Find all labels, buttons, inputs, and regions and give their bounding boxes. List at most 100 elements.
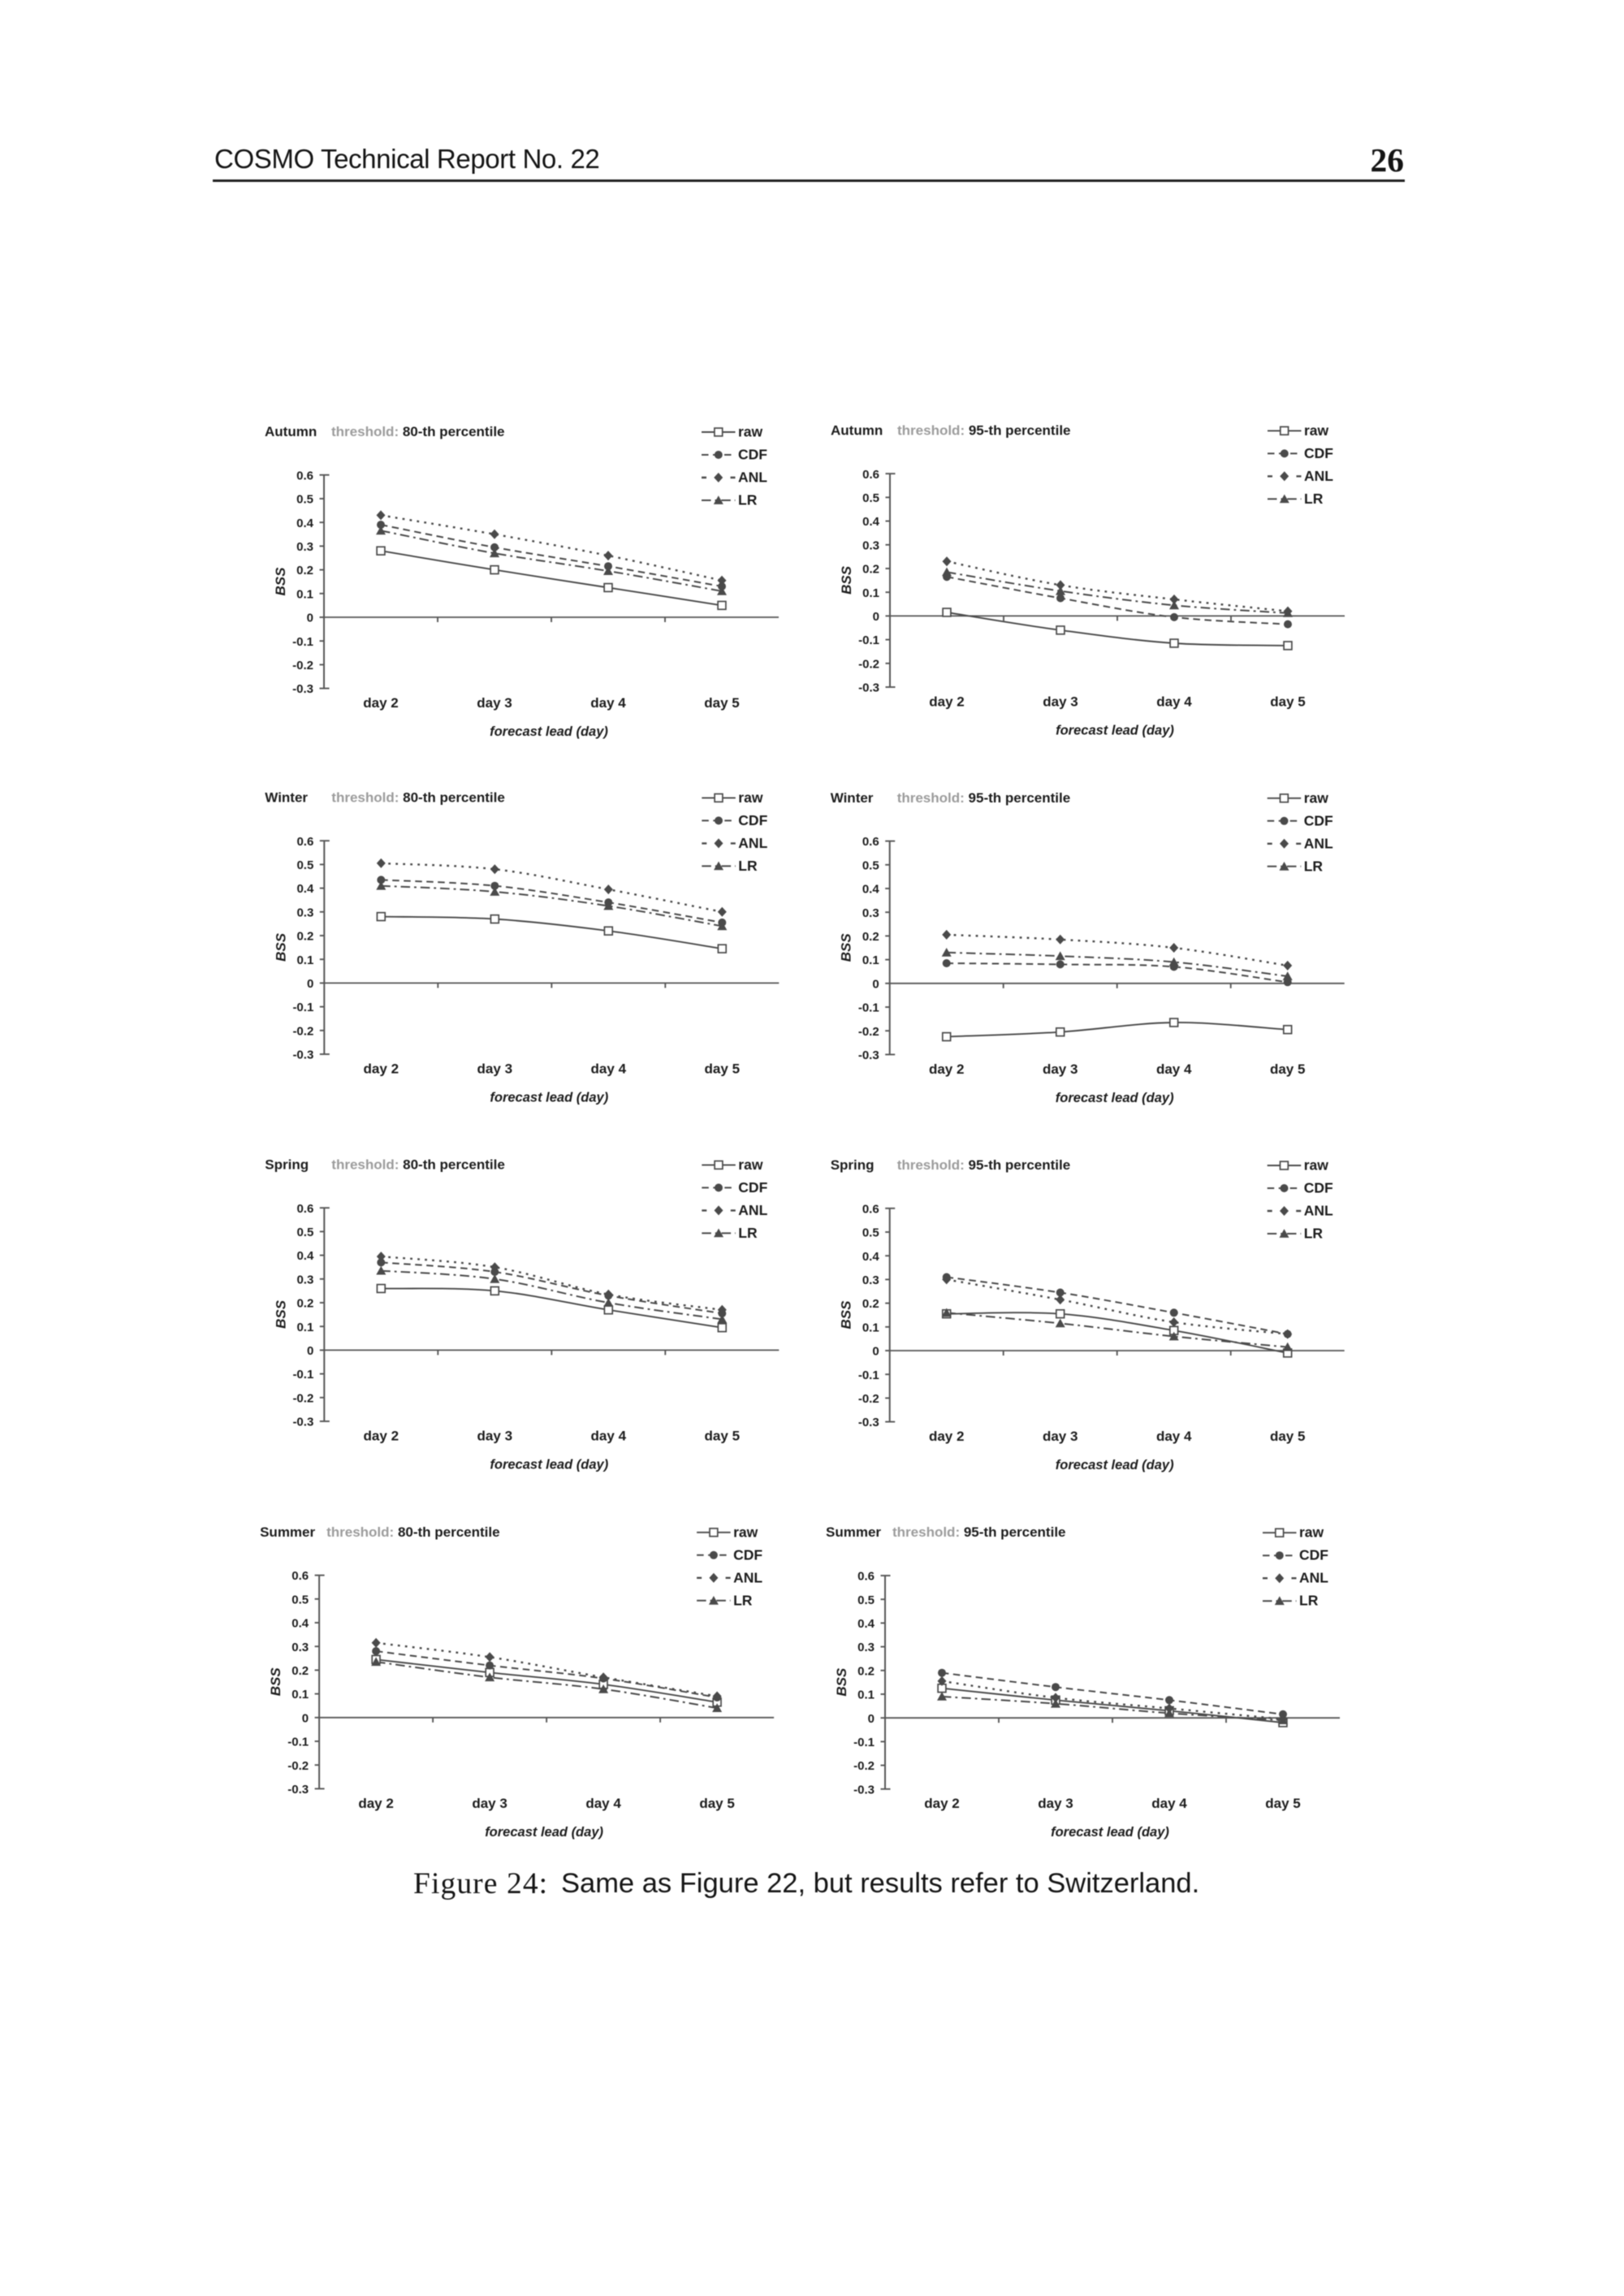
svg-text:0.2: 0.2 [862, 1297, 879, 1311]
svg-text:Spring: Spring [265, 1157, 309, 1172]
svg-text:0.2: 0.2 [296, 564, 313, 577]
svg-text:ANL: ANL [738, 835, 767, 851]
svg-text:0: 0 [873, 610, 879, 624]
svg-text:-0.3: -0.3 [292, 682, 313, 696]
svg-text:LR: LR [733, 1592, 753, 1608]
svg-text:LR: LR [1304, 491, 1324, 507]
svg-text:BSS: BSS [268, 1667, 283, 1697]
svg-text:LR: LR [738, 492, 758, 508]
svg-text:day 3: day 3 [477, 1428, 512, 1443]
svg-text:day 2: day 2 [358, 1796, 393, 1811]
svg-text:day 2: day 2 [363, 695, 398, 711]
svg-text:0.3: 0.3 [862, 538, 879, 552]
svg-text:day 4: day 4 [1156, 694, 1192, 709]
svg-text:0.6: 0.6 [296, 469, 313, 482]
svg-text:0.3: 0.3 [296, 1273, 313, 1286]
svg-text:0.6: 0.6 [862, 468, 879, 482]
svg-text:0: 0 [307, 1344, 313, 1358]
svg-text:-0.1: -0.1 [858, 1001, 879, 1015]
svg-text:-0.1: -0.1 [853, 1736, 875, 1749]
svg-text:day 4: day 4 [591, 1428, 627, 1443]
svg-text:-0.1: -0.1 [858, 1369, 879, 1382]
svg-text:LR: LR [1299, 1593, 1319, 1609]
svg-text:ANL: ANL [1304, 835, 1333, 851]
svg-text:threshold: 80-th percentile: threshold: 80-th percentile [331, 1157, 505, 1172]
svg-text:ANL: ANL [738, 469, 767, 486]
svg-text:BSS: BSS [273, 567, 288, 596]
svg-text:0.6: 0.6 [296, 835, 313, 849]
svg-text:-0.2: -0.2 [853, 1759, 875, 1773]
svg-text:day 3: day 3 [477, 695, 512, 711]
svg-text:threshold: 95-th percentile: threshold: 95-th percentile [897, 1157, 1071, 1173]
svg-text:ANL: ANL [733, 1569, 762, 1585]
svg-text:0.4: 0.4 [862, 515, 880, 529]
svg-text:Autumn: Autumn [265, 424, 317, 439]
svg-text:0.6: 0.6 [857, 1570, 875, 1584]
svg-text:0.2: 0.2 [292, 1664, 309, 1678]
svg-text:-0.2: -0.2 [858, 1392, 879, 1406]
svg-text:-0.1: -0.1 [858, 633, 879, 647]
svg-text:day 3: day 3 [472, 1796, 507, 1811]
svg-text:0.5: 0.5 [292, 1593, 309, 1606]
svg-text:0.4: 0.4 [292, 1617, 309, 1631]
svg-text:day 2: day 2 [929, 694, 964, 709]
svg-text:day 5: day 5 [699, 1796, 734, 1811]
svg-text:0.6: 0.6 [292, 1569, 309, 1583]
svg-text:0.6: 0.6 [862, 835, 879, 849]
svg-text:0.1: 0.1 [857, 1688, 875, 1702]
svg-text:0: 0 [872, 1345, 879, 1359]
svg-text:day 5: day 5 [705, 1061, 740, 1076]
svg-text:ANL: ANL [1304, 1203, 1333, 1219]
svg-text:0: 0 [307, 977, 313, 991]
svg-text:0.2: 0.2 [296, 1297, 313, 1311]
svg-text:0.2: 0.2 [862, 930, 879, 944]
svg-text:day 5: day 5 [1270, 694, 1305, 709]
svg-text:raw: raw [1304, 1157, 1329, 1174]
svg-text:0.3: 0.3 [862, 906, 879, 920]
svg-text:forecast lead (day): forecast lead (day) [1056, 723, 1174, 737]
svg-text:threshold: 80-th percentile: threshold: 80-th percentile [326, 1524, 499, 1540]
svg-text:0.5: 0.5 [862, 1226, 879, 1240]
svg-text:day 3: day 3 [1043, 694, 1078, 709]
svg-text:raw: raw [738, 1157, 763, 1173]
svg-text:forecast lead (day): forecast lead (day) [490, 1457, 608, 1472]
svg-text:0.5: 0.5 [862, 858, 879, 872]
svg-text:day 5: day 5 [1265, 1796, 1300, 1811]
svg-text:-0.1: -0.1 [287, 1736, 309, 1749]
svg-text:LR: LR [1304, 1226, 1324, 1242]
svg-text:0.6: 0.6 [862, 1202, 879, 1216]
svg-text:day 2: day 2 [929, 1429, 964, 1444]
svg-text:ANL: ANL [1299, 1570, 1328, 1586]
svg-text:Winter: Winter [831, 790, 874, 806]
svg-text:-0.3: -0.3 [292, 1416, 313, 1429]
svg-text:0.4: 0.4 [857, 1617, 875, 1631]
svg-text:-0.2: -0.2 [292, 1024, 313, 1038]
svg-text:raw: raw [1304, 789, 1329, 806]
svg-text:BSS: BSS [839, 565, 854, 595]
svg-text:BSS: BSS [273, 1299, 288, 1329]
svg-text:day 4: day 4 [1151, 1796, 1187, 1811]
svg-text:raw: raw [738, 789, 763, 806]
svg-text:-0.2: -0.2 [858, 1025, 879, 1039]
svg-text:day 3: day 3 [1043, 1429, 1078, 1444]
svg-text:raw: raw [738, 424, 763, 440]
svg-text:LR: LR [1304, 858, 1324, 874]
svg-text:day 4: day 4 [590, 695, 626, 711]
svg-text:-0.1: -0.1 [292, 1001, 313, 1014]
svg-text:CDF: CDF [1304, 1180, 1333, 1196]
svg-text:ANL: ANL [1304, 468, 1333, 484]
svg-text:day 4: day 4 [591, 1061, 627, 1076]
svg-text:0: 0 [868, 1712, 875, 1726]
svg-text:-0.2: -0.2 [292, 1391, 313, 1405]
svg-text:-0.3: -0.3 [287, 1783, 309, 1797]
svg-text:-0.3: -0.3 [858, 681, 879, 695]
svg-text:day 4: day 4 [585, 1796, 621, 1811]
svg-text:Autumn: Autumn [831, 422, 883, 438]
svg-text:threshold: 80-th percentile: threshold: 80-th percentile [331, 789, 505, 805]
svg-text:0.5: 0.5 [296, 493, 313, 507]
svg-text:BSS: BSS [273, 932, 288, 962]
svg-text:day 3: day 3 [1043, 1062, 1078, 1077]
svg-text:0.4: 0.4 [862, 883, 880, 897]
svg-text:0.3: 0.3 [862, 1273, 879, 1287]
svg-text:threshold: 95-th percentile: threshold: 95-th percentile [892, 1524, 1066, 1540]
